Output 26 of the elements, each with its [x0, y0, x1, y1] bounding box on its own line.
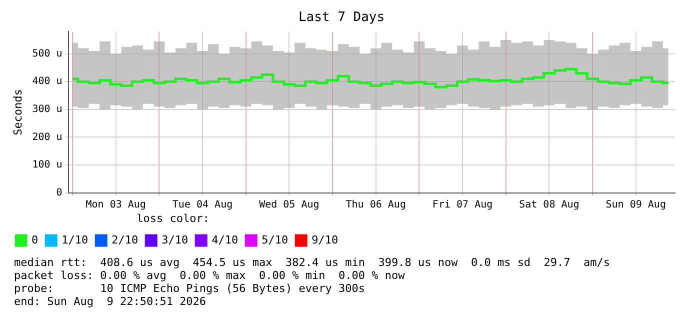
x-tick-label: Mon 03 Aug: [86, 199, 146, 210]
legend-label: 5/10: [262, 233, 288, 246]
legend-label: 2/10: [112, 233, 138, 246]
x-tick-label: Sat 08 Aug: [519, 199, 580, 210]
text: probe: 10 ICMP Echo Pings (56 Bytes) every 300s: [14, 282, 366, 295]
x-tick-label: Sun 09 Aug: [606, 199, 666, 210]
x-tick-label: Fri 07 Aug: [432, 199, 493, 210]
y-tick-label: 0: [56, 187, 62, 198]
legend-label: 4/10: [212, 233, 238, 246]
y-tick-label: 300 u: [32, 104, 62, 116]
text: packet loss: 0.00 % avg 0.00 % max 0.00 % min 0.00 % now: [14, 269, 406, 282]
y-tick-label: 400 u: [32, 76, 62, 88]
text: median rtt: 408.6 us avg 454.5 us max 382.4 us min 399.8 us now 0.0 ms sd 29.7 am/s: [14, 256, 612, 269]
chart-title: Last 7 Days: [298, 10, 385, 26]
legend-label: 1/10: [62, 233, 88, 246]
y-tick-label: 200 u: [32, 132, 62, 143]
y-tick-label: 500 u: [32, 48, 62, 60]
legend-label: 3/10: [162, 233, 188, 246]
x-tick-label: Wed 05 Aug: [259, 199, 320, 210]
text: end: Sun Aug 9 22:50:51 2026: [14, 295, 208, 308]
legend-label: 9/10: [312, 233, 338, 246]
x-tick-label: Tue 04 Aug: [172, 199, 233, 210]
y-tick-label: 100 u: [32, 160, 62, 171]
legend-title: loss color:: [136, 212, 210, 226]
y-axis-title: Seconds: [11, 89, 24, 136]
x-tick-label: Thu 06 Aug: [346, 199, 406, 210]
